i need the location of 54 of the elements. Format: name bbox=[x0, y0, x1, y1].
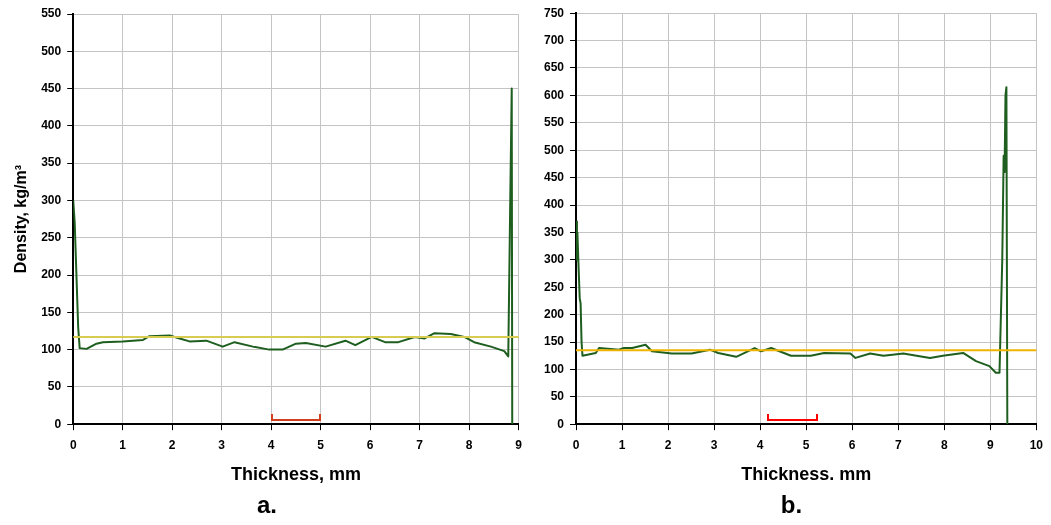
y-tick-label: 300 bbox=[543, 252, 565, 267]
x-tick-label: 7 bbox=[894, 437, 902, 452]
y-tick-label: 200 bbox=[543, 306, 565, 321]
y-tick-label: 50 bbox=[47, 379, 62, 394]
x-axis-title: Thickness. mm bbox=[741, 464, 872, 485]
y-tick-label: 150 bbox=[41, 304, 62, 319]
y-axis-title: Density, kg/m³ bbox=[12, 165, 30, 274]
x-tick-label: 0 bbox=[572, 437, 580, 452]
x-tick-label: 10 bbox=[1029, 437, 1044, 452]
x-tick-label: 2 bbox=[168, 437, 176, 452]
y-tick-label: 150 bbox=[543, 334, 565, 349]
y-tick-label: 250 bbox=[41, 230, 62, 245]
y-tick-label: 550 bbox=[543, 115, 565, 130]
y-tick-label: 600 bbox=[543, 87, 565, 102]
y-tick-label: 0 bbox=[54, 416, 62, 431]
x-tick-label: 1 bbox=[119, 437, 127, 452]
y-tick-label: 450 bbox=[41, 80, 62, 95]
y-tick-label: 750 bbox=[543, 5, 565, 20]
x-tick-label: 4 bbox=[756, 437, 764, 452]
x-tick-label: 4 bbox=[267, 437, 275, 452]
y-tick-label: 400 bbox=[41, 118, 62, 133]
y-tick-label: 250 bbox=[543, 279, 565, 294]
x-tick-label: 7 bbox=[416, 437, 424, 452]
x-tick-label: 3 bbox=[218, 437, 226, 452]
y-tick-label: 550 bbox=[41, 6, 62, 21]
y-tick-label: 650 bbox=[543, 60, 565, 75]
x-tick-label: 6 bbox=[366, 437, 374, 452]
y-tick-label: 350 bbox=[41, 155, 62, 170]
x-tick-label: 8 bbox=[940, 437, 948, 452]
y-tick-label: 700 bbox=[543, 32, 565, 47]
x-tick-label: 5 bbox=[802, 437, 810, 452]
y-tick-label: 100 bbox=[41, 341, 62, 356]
x-tick-label: 0 bbox=[69, 437, 77, 452]
text: a. bbox=[256, 491, 278, 519]
y-tick-label: 200 bbox=[41, 267, 62, 282]
y-tick-label: 50 bbox=[550, 389, 565, 404]
text: b. bbox=[780, 491, 803, 519]
y-tick-label: 400 bbox=[543, 197, 565, 212]
y-tick-label: 100 bbox=[543, 361, 565, 376]
x-tick-label: 9 bbox=[986, 437, 994, 452]
y-tick-label: 450 bbox=[543, 169, 565, 184]
y-tick-label: 300 bbox=[41, 192, 62, 207]
x-tick-label: 6 bbox=[848, 437, 856, 452]
y-tick-label: 0 bbox=[557, 416, 565, 431]
x-tick-label: 9 bbox=[515, 437, 523, 452]
x-tick-label: 8 bbox=[465, 437, 473, 452]
x-tick-label: 2 bbox=[664, 437, 672, 452]
y-tick-label: 500 bbox=[41, 43, 62, 58]
x-axis-title: Thickness, mm bbox=[230, 464, 361, 485]
x-tick-label: 5 bbox=[317, 437, 325, 452]
x-tick-label: 3 bbox=[710, 437, 718, 452]
x-tick-label: 1 bbox=[618, 437, 626, 452]
y-tick-label: 500 bbox=[543, 142, 565, 157]
y-tick-label: 350 bbox=[543, 224, 565, 239]
